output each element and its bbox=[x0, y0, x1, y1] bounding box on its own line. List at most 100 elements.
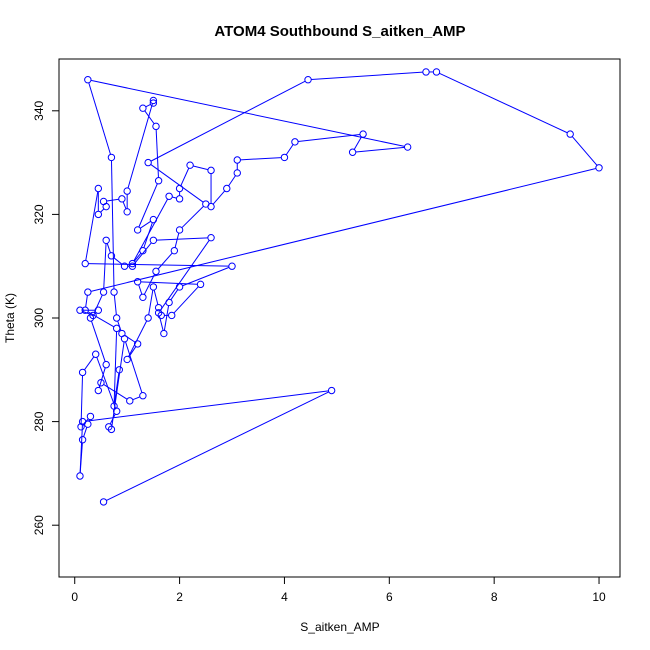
data-point bbox=[77, 423, 85, 431]
data-point bbox=[149, 96, 158, 105]
series-segment bbox=[87, 311, 115, 328]
data-point bbox=[207, 166, 215, 175]
series-layer bbox=[76, 68, 603, 506]
data-point bbox=[233, 156, 241, 164]
data-point bbox=[139, 104, 147, 112]
data-point bbox=[126, 397, 134, 405]
data-point bbox=[149, 215, 158, 224]
series-segment bbox=[285, 144, 294, 156]
data-point bbox=[94, 306, 103, 314]
data-point bbox=[133, 340, 142, 348]
series-0 bbox=[76, 68, 603, 506]
data-point bbox=[78, 436, 87, 444]
data-point bbox=[160, 329, 168, 338]
data-point bbox=[133, 278, 142, 286]
data-point bbox=[168, 311, 176, 320]
x-tick-label: 6 bbox=[386, 590, 393, 604]
series-segment bbox=[163, 305, 170, 331]
data-point bbox=[99, 498, 108, 506]
data-point bbox=[94, 184, 103, 193]
series-segment bbox=[128, 346, 137, 358]
data-point bbox=[97, 379, 105, 387]
x-tick-label: 8 bbox=[491, 590, 498, 604]
series-segment bbox=[212, 190, 226, 205]
data-point bbox=[76, 472, 84, 480]
data-point bbox=[175, 195, 184, 203]
series-segment bbox=[228, 175, 236, 187]
series-segment bbox=[122, 201, 127, 210]
data-point bbox=[207, 234, 215, 242]
data-point bbox=[115, 366, 123, 374]
data-point bbox=[595, 164, 603, 172]
data-point bbox=[89, 311, 97, 320]
data-point bbox=[81, 259, 89, 268]
chart-title: ATOM4 Southbound S_aitken_AMP bbox=[214, 23, 465, 40]
y-tick-label: 280 bbox=[32, 411, 46, 431]
data-point bbox=[149, 236, 158, 245]
data-point bbox=[110, 288, 118, 296]
x-axis-label: S_aitken_AMP bbox=[300, 620, 379, 634]
data-point bbox=[144, 314, 152, 322]
series-segment bbox=[90, 168, 597, 292]
data-point bbox=[78, 368, 87, 377]
data-point bbox=[149, 99, 158, 107]
data-point bbox=[175, 184, 184, 193]
data-point bbox=[154, 303, 163, 312]
series-segment bbox=[134, 242, 152, 265]
data-point bbox=[304, 76, 312, 84]
data-point bbox=[99, 288, 108, 296]
series-segment bbox=[153, 289, 159, 305]
series-segment bbox=[182, 266, 230, 287]
x-tick-label: 10 bbox=[592, 590, 606, 604]
series-segment bbox=[439, 72, 568, 134]
series-segment bbox=[80, 375, 84, 424]
series-segment bbox=[132, 396, 141, 401]
series-segment bbox=[143, 274, 155, 295]
data-point bbox=[107, 252, 116, 260]
x-axis: 0 2 4 6 8 10 bbox=[71, 576, 606, 604]
data-point bbox=[94, 386, 103, 395]
data-point bbox=[196, 280, 205, 289]
series-segment bbox=[156, 237, 208, 241]
y-tick-label: 300 bbox=[32, 308, 46, 328]
x-tick-label: 2 bbox=[176, 590, 183, 604]
data-point bbox=[139, 293, 147, 301]
series-segment bbox=[138, 284, 143, 295]
series-segment bbox=[571, 136, 598, 166]
data-point bbox=[154, 309, 163, 317]
data-point bbox=[118, 195, 126, 203]
x-tick-label: 4 bbox=[281, 590, 288, 604]
series-segment bbox=[128, 320, 148, 357]
data-point bbox=[76, 306, 84, 314]
series-segment bbox=[157, 252, 173, 270]
data-point bbox=[84, 76, 92, 84]
data-point bbox=[165, 192, 173, 200]
data-point bbox=[154, 177, 163, 185]
data-point bbox=[157, 311, 165, 320]
series-segment bbox=[180, 167, 190, 186]
data-point bbox=[84, 420, 92, 428]
series-segment bbox=[150, 164, 204, 203]
series-segment bbox=[113, 257, 123, 265]
series-segment bbox=[85, 191, 99, 261]
data-point bbox=[359, 130, 367, 138]
data-point bbox=[92, 350, 100, 358]
series-segment bbox=[103, 384, 128, 400]
series-segment bbox=[103, 243, 107, 289]
data-point bbox=[94, 210, 103, 219]
data-point bbox=[118, 329, 126, 338]
data-point bbox=[186, 161, 194, 169]
data-point bbox=[202, 200, 210, 208]
data-point bbox=[291, 138, 299, 146]
data-point bbox=[81, 306, 89, 314]
series-segment bbox=[173, 286, 199, 314]
series-segment bbox=[150, 80, 306, 162]
data-point bbox=[228, 262, 236, 270]
data-point bbox=[165, 298, 173, 307]
data-point bbox=[86, 412, 95, 421]
data-point bbox=[133, 226, 142, 234]
data-point bbox=[110, 402, 118, 410]
data-point bbox=[128, 259, 137, 268]
y-axis: 260 280 300 320 340 bbox=[32, 100, 60, 535]
